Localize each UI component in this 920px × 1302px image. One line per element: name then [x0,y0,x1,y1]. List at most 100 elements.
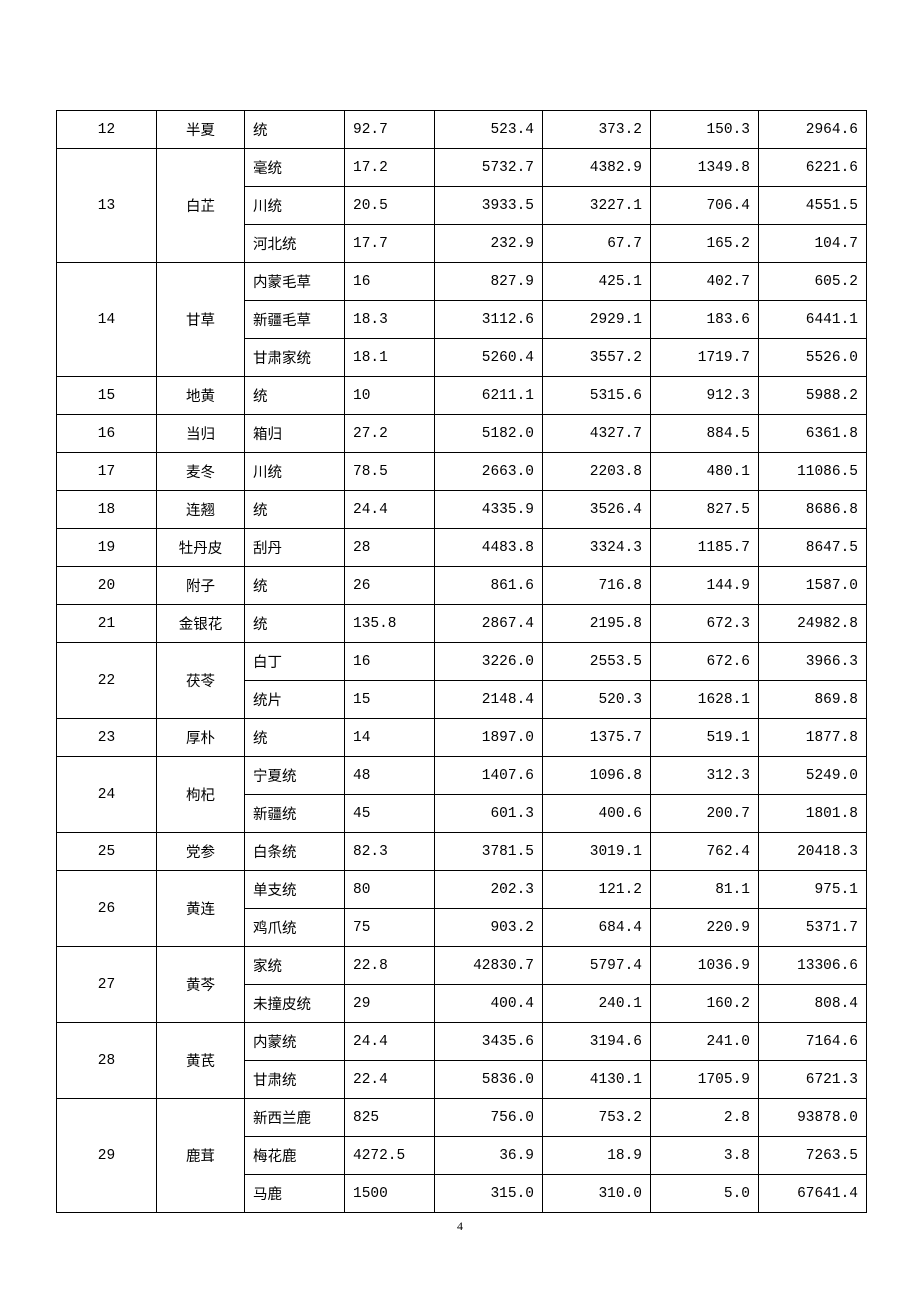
cell-value: 520.3 [543,681,651,719]
cell-value: 8647.5 [759,529,867,567]
cell-value: 825 [345,1099,435,1137]
cell-name: 麦冬 [157,453,245,491]
table-row: 22茯苓白丁163226.02553.5672.63966.3 [57,643,867,681]
cell-value: 519.1 [651,719,759,757]
cell-value: 869.8 [759,681,867,719]
cell-name: 当归 [157,415,245,453]
cell-value: 3227.1 [543,187,651,225]
cell-value: 11086.5 [759,453,867,491]
cell-value: 15 [345,681,435,719]
cell-value: 80 [345,871,435,909]
cell-value: 2203.8 [543,453,651,491]
cell-value: 2.8 [651,1099,759,1137]
cell-value: 1096.8 [543,757,651,795]
data-table: 12半夏统92.7523.4373.2150.32964.613白芷毫统17.2… [56,110,867,1213]
cell-value: 912.3 [651,377,759,415]
table-row: 17麦冬川统78.52663.02203.8480.111086.5 [57,453,867,491]
table-row: 27黄芩家统22.842830.75797.41036.913306.6 [57,947,867,985]
cell-value: 5315.6 [543,377,651,415]
cell-value: 5988.2 [759,377,867,415]
cell-value: 45 [345,795,435,833]
cell-name: 鹿茸 [157,1099,245,1213]
cell-name: 黄芪 [157,1023,245,1099]
cell-value: 5.0 [651,1175,759,1213]
cell-value: 373.2 [543,111,651,149]
table-row: 26黄连单支统80202.3121.281.1975.1 [57,871,867,909]
cell-value: 7263.5 [759,1137,867,1175]
cell-value: 4483.8 [435,529,543,567]
cell-value: 4272.5 [345,1137,435,1175]
cell-value: 7164.6 [759,1023,867,1061]
cell-value: 3966.3 [759,643,867,681]
cell-value: 1628.1 [651,681,759,719]
cell-value: 1801.8 [759,795,867,833]
cell-index: 27 [57,947,157,1023]
cell-value: 27.2 [345,415,435,453]
cell-value: 22.4 [345,1061,435,1099]
cell-value: 884.5 [651,415,759,453]
table-row: 18连翘统24.44335.93526.4827.58686.8 [57,491,867,529]
cell-value: 67641.4 [759,1175,867,1213]
cell-value: 16 [345,643,435,681]
cell-value: 672.3 [651,605,759,643]
cell-spec: 统 [245,567,345,605]
cell-spec: 鸡爪统 [245,909,345,947]
cell-value: 6221.6 [759,149,867,187]
cell-value: 78.5 [345,453,435,491]
cell-value: 121.2 [543,871,651,909]
cell-value: 861.6 [435,567,543,605]
cell-value: 165.2 [651,225,759,263]
cell-value: 2867.4 [435,605,543,643]
cell-value: 183.6 [651,301,759,339]
cell-spec: 新疆统 [245,795,345,833]
cell-index: 22 [57,643,157,719]
cell-name: 枸杞 [157,757,245,833]
cell-value: 20418.3 [759,833,867,871]
cell-value: 601.3 [435,795,543,833]
cell-value: 4335.9 [435,491,543,529]
cell-value: 1349.8 [651,149,759,187]
cell-value: 24982.8 [759,605,867,643]
cell-index: 24 [57,757,157,833]
cell-spec: 统 [245,719,345,757]
cell-value: 2148.4 [435,681,543,719]
cell-value: 1500 [345,1175,435,1213]
cell-value: 400.6 [543,795,651,833]
cell-value: 310.0 [543,1175,651,1213]
cell-value: 1705.9 [651,1061,759,1099]
cell-spec: 毫统 [245,149,345,187]
cell-value: 20.5 [345,187,435,225]
cell-value: 4130.1 [543,1061,651,1099]
page-container: 12半夏统92.7523.4373.2150.32964.613白芷毫统17.2… [0,0,920,1274]
cell-value: 762.4 [651,833,759,871]
cell-name: 黄芩 [157,947,245,1023]
cell-value: 202.3 [435,871,543,909]
cell-value: 605.2 [759,263,867,301]
cell-value: 5836.0 [435,1061,543,1099]
cell-value: 29 [345,985,435,1023]
cell-spec: 未撞皮统 [245,985,345,1023]
cell-spec: 甘肃家统 [245,339,345,377]
cell-value: 17.2 [345,149,435,187]
cell-value: 13306.6 [759,947,867,985]
cell-value: 1719.7 [651,339,759,377]
cell-value: 808.4 [759,985,867,1023]
cell-spec: 白条统 [245,833,345,871]
cell-value: 827.5 [651,491,759,529]
cell-spec: 宁夏统 [245,757,345,795]
cell-name: 厚朴 [157,719,245,757]
cell-value: 425.1 [543,263,651,301]
cell-value: 6441.1 [759,301,867,339]
cell-name: 半夏 [157,111,245,149]
table-row: 28黄芪内蒙统24.43435.63194.6241.07164.6 [57,1023,867,1061]
cell-spec: 统 [245,605,345,643]
cell-value: 5797.4 [543,947,651,985]
cell-value: 5182.0 [435,415,543,453]
cell-name: 白芷 [157,149,245,263]
cell-spec: 白丁 [245,643,345,681]
cell-spec: 马鹿 [245,1175,345,1213]
cell-index: 19 [57,529,157,567]
cell-value: 3557.2 [543,339,651,377]
cell-value: 81.1 [651,871,759,909]
cell-value: 18.3 [345,301,435,339]
